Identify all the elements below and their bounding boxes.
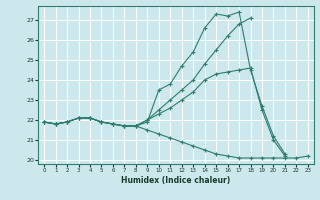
X-axis label: Humidex (Indice chaleur): Humidex (Indice chaleur)	[121, 176, 231, 185]
